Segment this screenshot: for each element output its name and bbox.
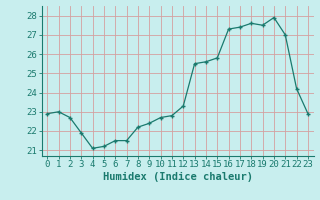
X-axis label: Humidex (Indice chaleur): Humidex (Indice chaleur) [103, 172, 252, 182]
